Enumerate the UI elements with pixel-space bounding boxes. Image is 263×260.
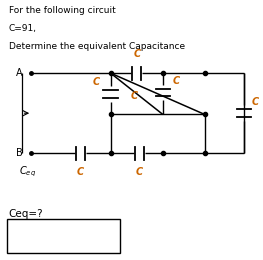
FancyBboxPatch shape: [7, 219, 120, 253]
Text: C: C: [251, 97, 258, 107]
Text: C: C: [93, 77, 100, 87]
Text: C: C: [130, 91, 138, 101]
Text: A: A: [16, 68, 23, 78]
Text: C: C: [173, 76, 180, 86]
Text: Ceq=?: Ceq=?: [8, 209, 43, 219]
Text: B: B: [16, 148, 23, 158]
Text: Determine the equivalent Capacitance: Determine the equivalent Capacitance: [8, 42, 185, 51]
Text: For the following circuit: For the following circuit: [8, 6, 115, 15]
Text: C: C: [77, 167, 84, 178]
Text: C: C: [133, 49, 140, 59]
Text: $C_{eq}$: $C_{eq}$: [19, 165, 36, 179]
Text: C: C: [136, 167, 143, 178]
Text: C=91,: C=91,: [8, 24, 37, 33]
